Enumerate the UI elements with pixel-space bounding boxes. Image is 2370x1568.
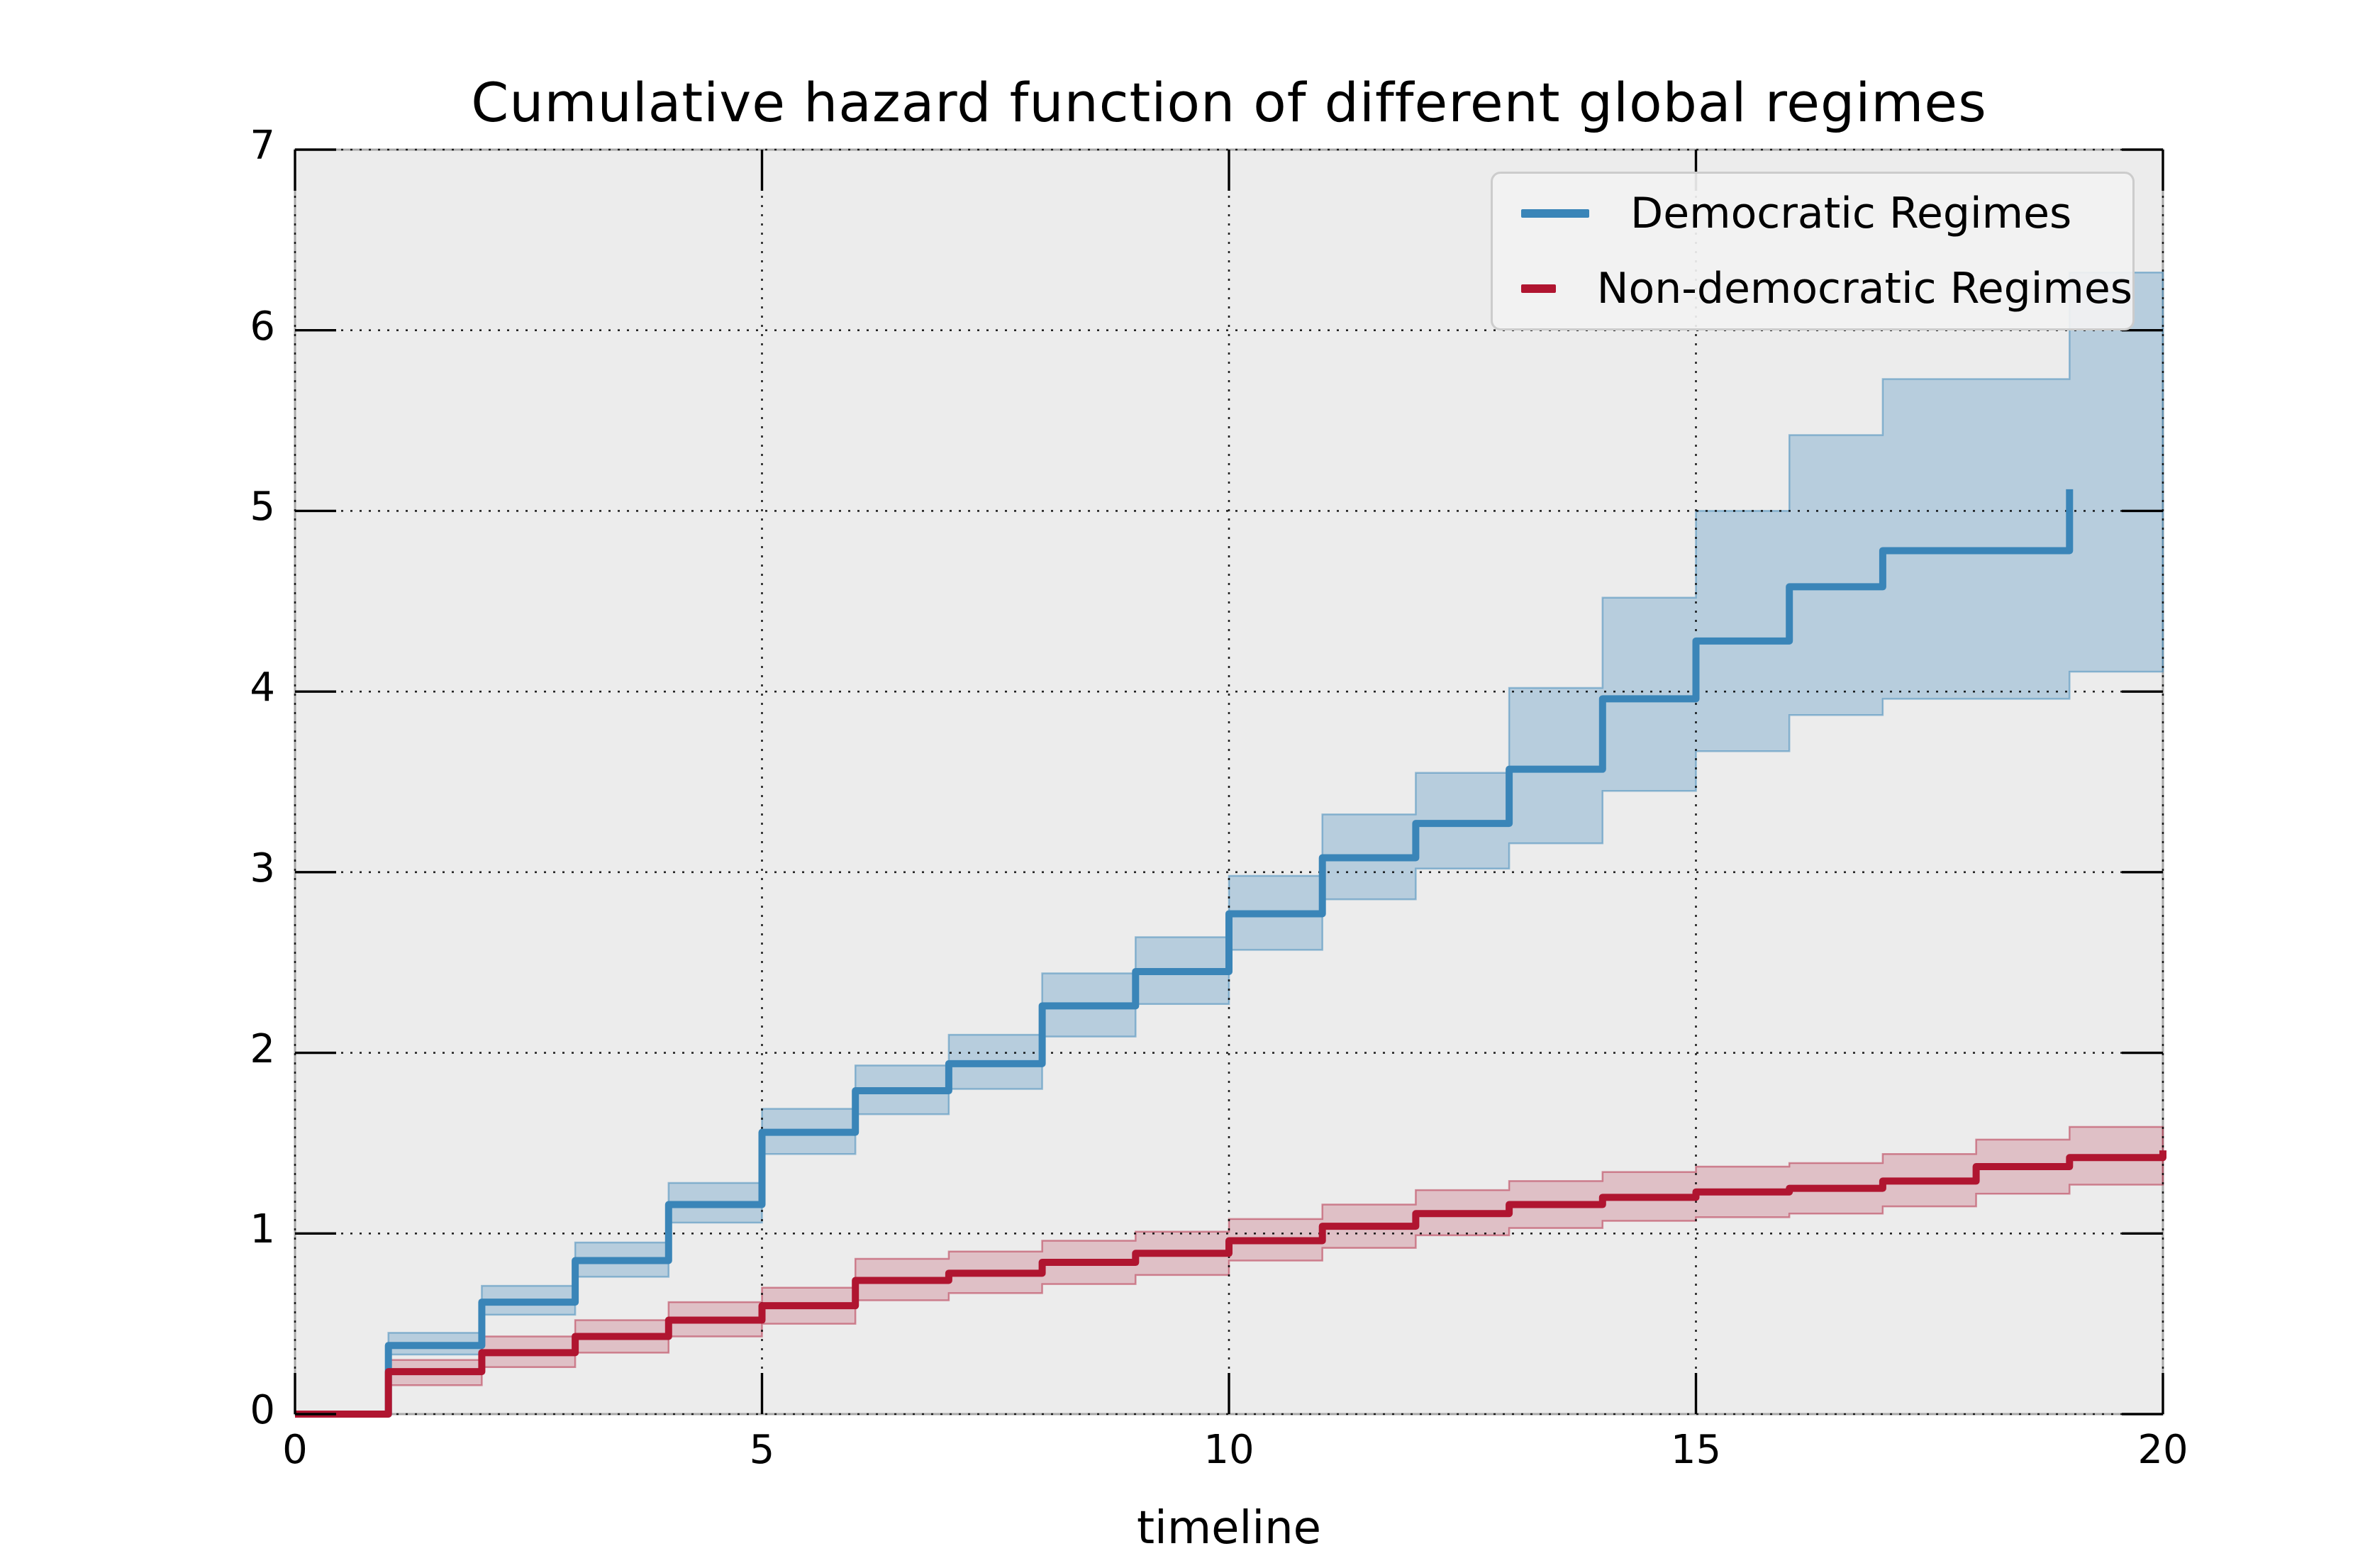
y-tick-label: 7	[250, 123, 275, 169]
non-democratic-hazard-curve	[295, 1150, 2166, 1418]
y-tick-label: 2	[250, 1025, 275, 1072]
democratic-line-swatch-icon	[1521, 209, 1589, 218]
non-democratic-line-swatch-icon	[1521, 284, 1556, 293]
y-tick-label: 0	[250, 1387, 275, 1433]
y-tick-label: 4	[250, 665, 275, 711]
x-tick-label: 10	[1203, 1427, 1254, 1473]
democratic-hazard-curve	[295, 489, 2074, 1418]
x-axis-label: timeline	[1136, 1502, 1322, 1555]
y-tick-label: 1	[250, 1206, 275, 1253]
legend-item-label: Democratic Regimes	[1630, 189, 2072, 238]
x-tick-label: 0	[282, 1427, 308, 1473]
y-tick-label: 5	[250, 484, 275, 530]
plot-background	[294, 148, 2164, 1416]
legend: Democratic Regimes Non-democratic Regime…	[1491, 172, 2135, 330]
y-tick-label: 3	[250, 845, 275, 891]
y-tick-label: 6	[250, 303, 275, 350]
legend-item-non-democratic: Non-democratic Regimes	[1493, 253, 2132, 324]
x-tick-label: 5	[749, 1427, 775, 1473]
legend-item-democratic: Democratic Regimes	[1493, 178, 2132, 249]
x-tick-label: 20	[2137, 1427, 2188, 1473]
chart-title: Cumulative hazard function of different …	[471, 71, 1987, 134]
x-tick-label: 15	[1670, 1427, 1722, 1473]
democratic-confidence-band	[387, 271, 2164, 1356]
legend-item-label: Non-democratic Regimes	[1596, 264, 2132, 313]
